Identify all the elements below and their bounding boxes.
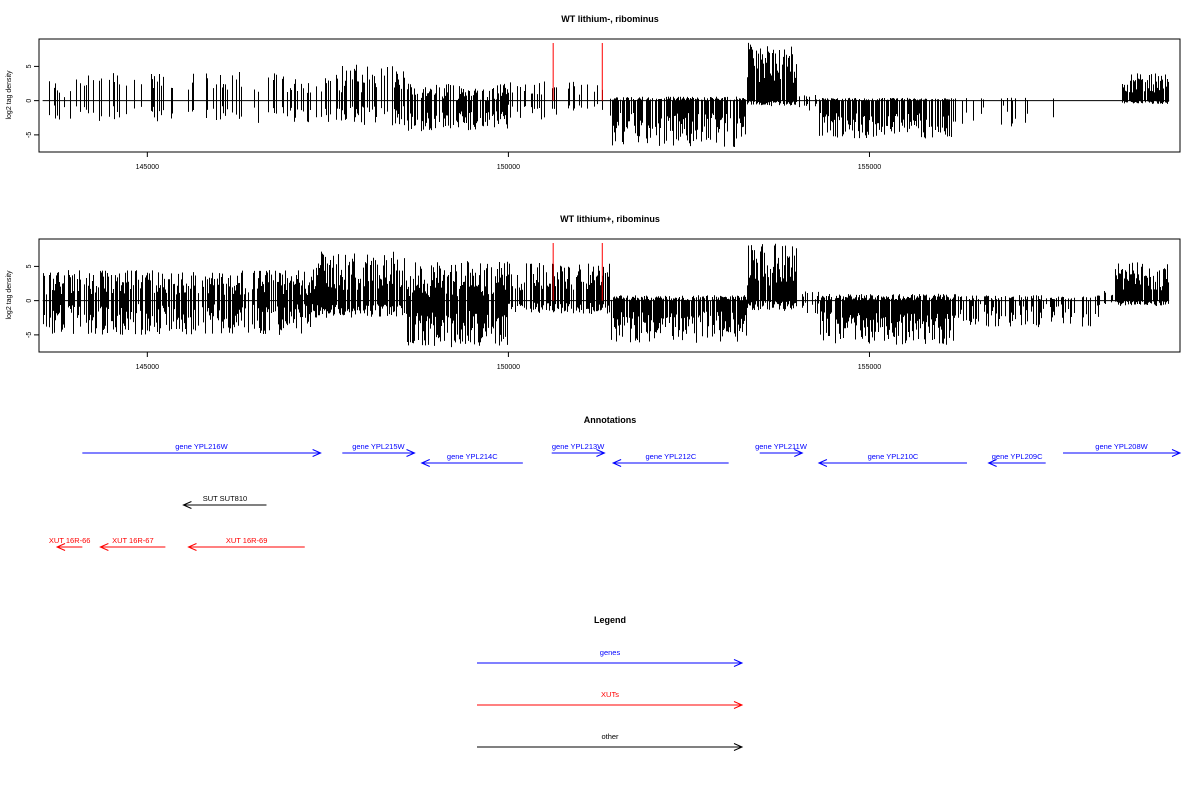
- arrow-head: [596, 449, 606, 457]
- feature-gene: gene YPL210C: [817, 452, 967, 467]
- arrow-head: [733, 701, 744, 709]
- track-panel-lithium-plus: WT lithium+, ribominus log2 tag density …: [6, 214, 1181, 371]
- x-axis: 145000 150000 155000: [136, 351, 881, 371]
- arrow-head: [99, 543, 109, 551]
- legend-item-xut: XUTs: [477, 690, 744, 709]
- legend-items: genes XUTs other: [477, 648, 744, 751]
- feature-label: gene YPL213W: [552, 442, 605, 451]
- feature-gene: gene YPL215W: [342, 442, 416, 457]
- legend-item-gene: genes: [477, 648, 744, 667]
- arrow-head: [312, 449, 322, 457]
- density-bars: [42, 243, 1170, 348]
- y-tick-label: -5: [26, 332, 33, 338]
- arrow-head: [611, 459, 622, 467]
- panel-title: WT lithium-, ribominus: [561, 14, 659, 24]
- feature-label: gene YPL211W: [755, 442, 808, 451]
- arrow-head: [420, 459, 430, 467]
- feature-gene: gene YPL209C: [987, 452, 1046, 467]
- marker-lines: [552, 243, 603, 301]
- feature-label: gene YPL216W: [175, 442, 228, 451]
- legend-title: Legend: [594, 615, 626, 625]
- y-axis-label: log2 tag density: [6, 70, 13, 120]
- x-tick-label: 150000: [497, 164, 520, 171]
- y-axis: 5 0 -5: [26, 264, 40, 338]
- legend: Legend genes XUTs other: [477, 615, 744, 751]
- feature-arrows: gene YPL216W gene YPL215W gene YPL214C gene…: [49, 442, 1182, 551]
- arrow-head: [55, 543, 66, 551]
- x-tick-label: 150000: [497, 364, 520, 371]
- feature-gene: gene YPL216W: [82, 442, 322, 457]
- track-panel-lithium-minus: WT lithium-, ribominus log2 tag density …: [6, 14, 1181, 171]
- feature-label: gene YPL208W: [1095, 442, 1148, 451]
- legend-item-other: other: [477, 732, 744, 751]
- y-tick-label: 5: [26, 264, 33, 268]
- arrow-head: [1171, 449, 1182, 457]
- arrow-head: [817, 459, 828, 467]
- arrow-head: [406, 449, 416, 457]
- feature-gene: gene YPL213W: [551, 442, 606, 457]
- density-bars: [42, 42, 1170, 148]
- legend-label: genes: [600, 648, 621, 657]
- panel-title: WT lithium+, ribominus: [560, 214, 660, 224]
- x-tick-label: 155000: [858, 364, 881, 371]
- feature-gene: gene YPL212C: [611, 452, 729, 467]
- arrow-head: [182, 501, 192, 509]
- feature-xut: XUT 16R-67: [99, 536, 166, 551]
- feature-xut: XUT 16R-66: [49, 536, 91, 551]
- arrow-head: [987, 459, 997, 467]
- feature-label: gene YPL209C: [992, 452, 1043, 461]
- y-axis-label: log2 tag density: [6, 270, 13, 320]
- feature-xut: XUT 16R-69: [187, 536, 305, 551]
- feature-label: SUT SUT810: [203, 494, 247, 503]
- feature-gene: gene YPL208W: [1063, 442, 1182, 457]
- legend-label: XUTs: [601, 690, 619, 699]
- arrow-head: [794, 449, 804, 457]
- x-axis: 145000 150000 155000: [136, 151, 881, 171]
- y-tick-label: 5: [26, 64, 33, 68]
- arrow-head: [733, 743, 744, 751]
- x-tick-label: 145000: [136, 164, 159, 171]
- x-tick-label: 155000: [858, 164, 881, 171]
- arrow-head: [187, 543, 197, 551]
- feature-label: gene YPL214C: [447, 452, 498, 461]
- y-tick-label: 0: [26, 99, 33, 103]
- arrow-head: [733, 659, 744, 667]
- feature-label: XUT 16R-67: [112, 536, 154, 545]
- x-tick-label: 145000: [136, 364, 159, 371]
- annotations-title: Annotations: [584, 415, 637, 425]
- feature-label: gene YPL215W: [352, 442, 405, 451]
- marker-lines: [552, 43, 603, 101]
- feature-gene: gene YPL211W: [755, 442, 808, 457]
- annotations-track: Annotations gene YPL216W gene YPL215Wgene…: [49, 415, 1182, 551]
- y-axis: 5 0 -5: [26, 64, 40, 138]
- plot-frame: [38, 38, 1181, 153]
- feature-label: gene YPL212C: [646, 452, 697, 461]
- feature-label: XUT 16R-69: [226, 536, 268, 545]
- y-tick-label: 0: [26, 299, 33, 303]
- feature-label: XUT 16R-66: [49, 536, 91, 545]
- feature-other: SUT SUT810: [182, 494, 267, 509]
- legend-label: other: [601, 732, 619, 741]
- feature-gene: gene YPL214C: [420, 452, 523, 467]
- y-tick-label: -5: [26, 132, 33, 138]
- feature-label: gene YPL210C: [868, 452, 919, 461]
